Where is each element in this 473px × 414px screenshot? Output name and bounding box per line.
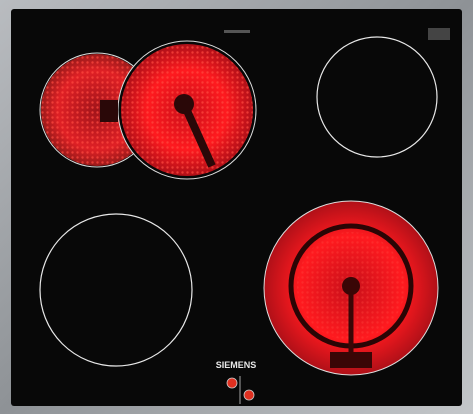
zone-top-left xyxy=(39,40,257,180)
zone-bottom-right xyxy=(263,200,439,376)
brand: SIEMENS xyxy=(216,360,257,370)
controls xyxy=(226,376,255,404)
zone-bottom-left xyxy=(39,213,193,367)
zone-top-right xyxy=(316,36,438,158)
indicator-left xyxy=(226,377,238,389)
label-strip xyxy=(224,30,250,33)
indicator-right xyxy=(243,389,255,401)
certification-mark xyxy=(428,28,450,40)
